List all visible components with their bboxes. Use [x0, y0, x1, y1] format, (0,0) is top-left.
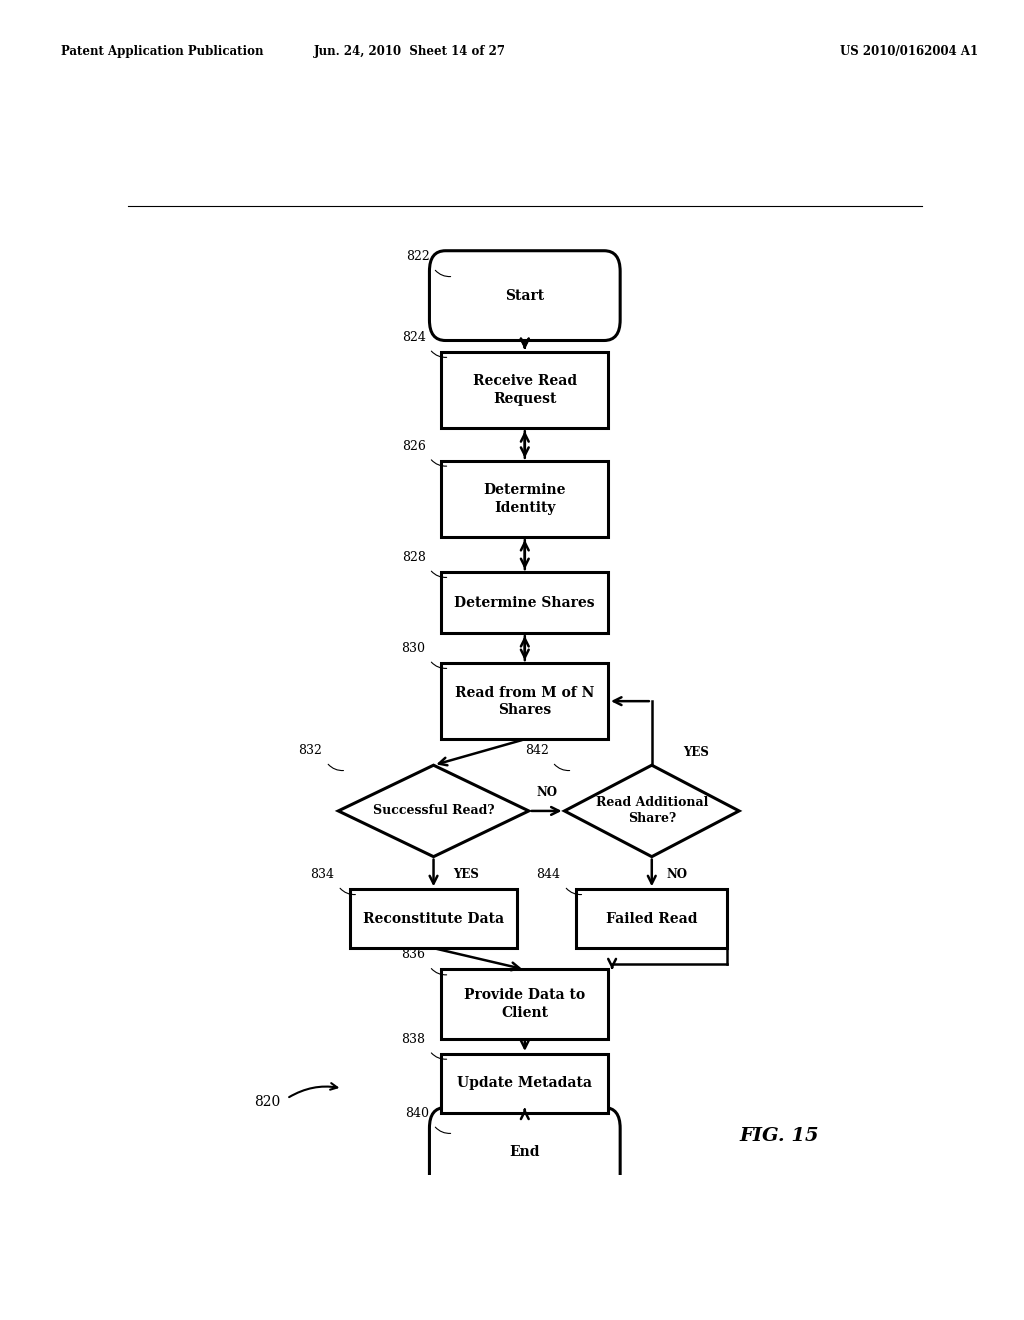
Text: Update Metadata: Update Metadata — [458, 1076, 592, 1090]
Text: Determine Shares: Determine Shares — [455, 595, 595, 610]
Text: US 2010/0162004 A1: US 2010/0162004 A1 — [840, 45, 978, 58]
Text: 830: 830 — [401, 642, 426, 655]
Text: Reconstitute Data: Reconstitute Data — [362, 912, 504, 925]
Text: 832: 832 — [299, 744, 323, 758]
Text: 840: 840 — [406, 1107, 430, 1119]
Text: 834: 834 — [310, 869, 334, 880]
Text: YES: YES — [454, 869, 479, 882]
Polygon shape — [564, 766, 739, 857]
Text: Provide Data to
Client: Provide Data to Client — [464, 989, 586, 1019]
Text: FIG. 15: FIG. 15 — [739, 1127, 819, 1146]
Text: End: End — [510, 1146, 540, 1159]
Text: Patent Application Publication: Patent Application Publication — [61, 45, 264, 58]
Text: 824: 824 — [401, 331, 426, 345]
Text: 836: 836 — [401, 948, 426, 961]
Text: NO: NO — [666, 869, 687, 882]
Polygon shape — [338, 766, 528, 857]
Bar — [441, 969, 608, 1039]
Text: 826: 826 — [401, 440, 426, 453]
Text: Successful Read?: Successful Read? — [373, 804, 495, 817]
Text: 842: 842 — [524, 744, 549, 758]
Text: Read Additional
Share?: Read Additional Share? — [596, 796, 708, 825]
Bar — [350, 890, 517, 948]
Text: Read from M of N
Shares: Read from M of N Shares — [455, 685, 595, 717]
Bar — [577, 890, 727, 948]
Text: Receive Read
Request: Receive Read Request — [473, 375, 577, 405]
Text: 820: 820 — [254, 1094, 280, 1109]
Text: NO: NO — [537, 787, 557, 799]
Text: Jun. 24, 2010  Sheet 14 of 27: Jun. 24, 2010 Sheet 14 of 27 — [313, 45, 506, 58]
Text: Start: Start — [505, 289, 545, 302]
Text: 822: 822 — [406, 249, 430, 263]
FancyBboxPatch shape — [429, 1107, 621, 1197]
Bar — [441, 572, 608, 634]
Bar — [441, 1053, 608, 1113]
Text: 838: 838 — [401, 1032, 426, 1045]
Text: Determine
Identity: Determine Identity — [483, 483, 566, 515]
Bar — [441, 352, 608, 428]
FancyBboxPatch shape — [429, 251, 621, 341]
Text: Failed Read: Failed Read — [606, 912, 697, 925]
Bar — [441, 461, 608, 537]
Text: 828: 828 — [401, 550, 426, 564]
Text: YES: YES — [684, 747, 710, 759]
Text: 844: 844 — [537, 869, 560, 880]
Bar — [441, 663, 608, 739]
